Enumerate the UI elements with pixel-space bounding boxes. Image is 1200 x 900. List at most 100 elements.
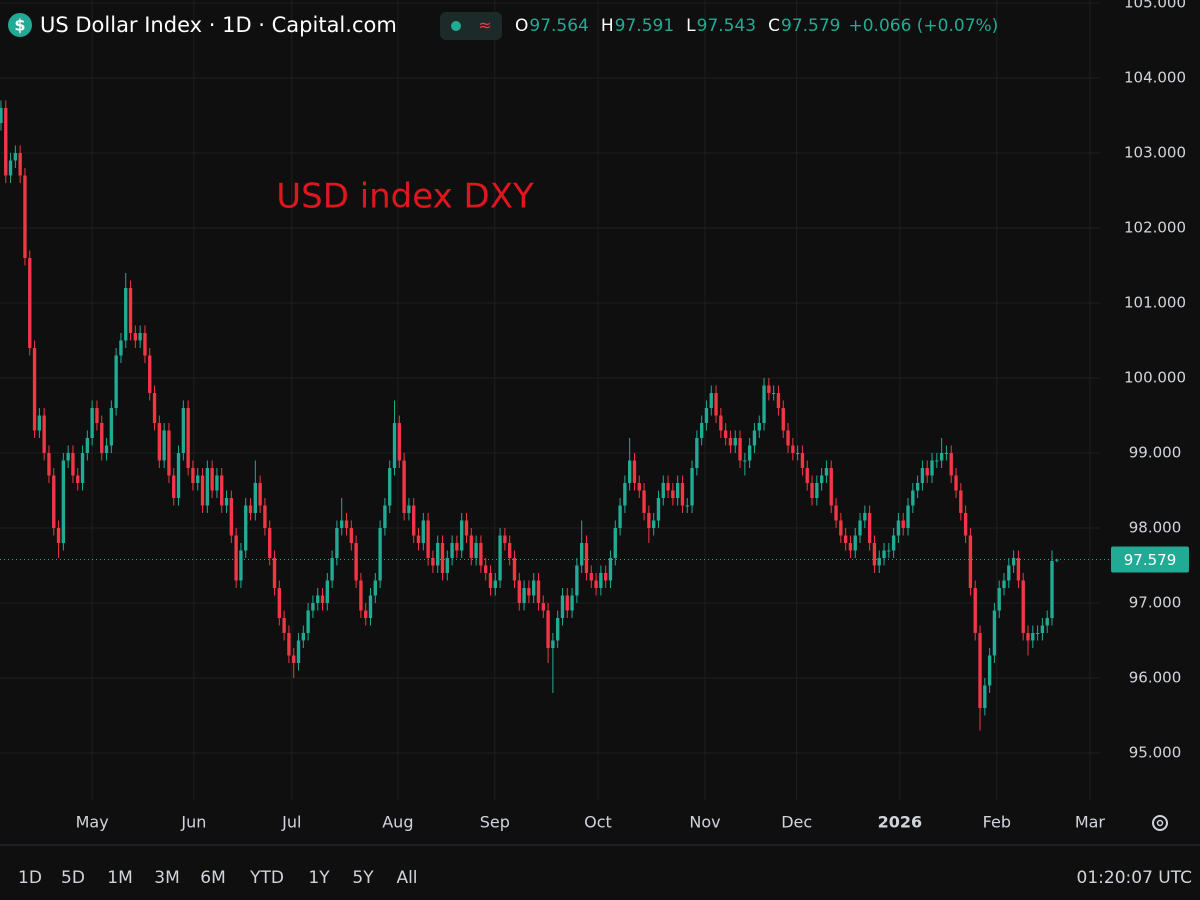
last-price-badge [1111, 546, 1189, 573]
candle-body [239, 550, 243, 581]
candle-body [52, 475, 56, 528]
candle-body [330, 557, 334, 581]
candle-body [839, 520, 843, 536]
candle-body [584, 542, 589, 573]
candle-body [4, 107, 8, 176]
candle-body [37, 415, 42, 431]
candle-body [469, 535, 473, 558]
range-button[interactable]: 1Y [308, 868, 330, 888]
candle-body [1035, 632, 1040, 634]
y-tick-label: 99.000 [1129, 443, 1182, 461]
candle-body [100, 422, 104, 453]
candle-body [128, 287, 133, 333]
x-tick-label: Dec [781, 813, 812, 832]
candle-body [196, 475, 200, 483]
candle-body [114, 355, 118, 408]
candle-body [440, 542, 445, 573]
gear-center [1156, 819, 1164, 827]
candle-body [181, 407, 186, 453]
candle-body [397, 422, 401, 461]
candle-body [858, 520, 862, 536]
candle-body [325, 580, 329, 603]
candle-body [704, 407, 709, 423]
candle-body [258, 482, 262, 506]
candle-body [887, 550, 891, 552]
candle-body [896, 520, 901, 536]
candle-body [66, 452, 70, 461]
candle-body [599, 572, 603, 588]
ohlc-letter: C [768, 16, 780, 36]
candle-body [613, 527, 617, 558]
candle-body [272, 557, 277, 588]
candle-body [157, 422, 162, 461]
candle-body [210, 467, 214, 491]
candle-body [666, 482, 670, 491]
candle-body [335, 527, 339, 558]
candle-body [800, 452, 805, 468]
range-button[interactable]: 1M [107, 868, 132, 888]
x-tick-label: Sep [480, 813, 510, 832]
settings-button[interactable] [1152, 815, 1168, 831]
candle-body [560, 595, 565, 618]
candle-body [637, 482, 641, 491]
candle-body [791, 445, 795, 453]
candle-body [872, 542, 877, 566]
candle-body [186, 407, 190, 468]
symbol-title: US Dollar Index · 1D · Capital.com [40, 13, 397, 37]
candle-body [843, 535, 848, 543]
candle-body [71, 452, 75, 476]
range-button[interactable]: 5D [61, 868, 85, 888]
candle-body [575, 565, 579, 596]
candle-body [282, 617, 286, 633]
candle-body [90, 407, 94, 438]
candle-body [378, 527, 382, 581]
status-badge[interactable] [440, 12, 502, 40]
ohlc-letter: O [515, 16, 528, 36]
candle-body [1021, 580, 1025, 633]
candle-body [877, 557, 881, 566]
candle-body [224, 497, 229, 506]
candle-body [771, 392, 776, 394]
candle-body [109, 407, 114, 446]
candle-body [987, 655, 992, 686]
candle-body [618, 505, 622, 528]
range-button[interactable]: 6M [200, 868, 225, 888]
candle-body [939, 452, 944, 461]
candle-body [292, 655, 296, 663]
candle-body [565, 595, 569, 611]
x-tick-label: Nov [689, 813, 720, 832]
candle-body [925, 467, 929, 476]
range-button[interactable]: All [396, 868, 417, 888]
candle-body [968, 535, 973, 588]
y-tick-label: 105.000 [1124, 0, 1186, 11]
delayed-icon: ≈ [478, 16, 491, 35]
y-tick-label: 98.000 [1129, 518, 1182, 536]
candle-body [167, 430, 171, 476]
candle-body [690, 467, 694, 506]
candle-body [143, 332, 147, 356]
range-button[interactable]: 3M [154, 868, 179, 888]
candle-body [589, 572, 593, 581]
range-button[interactable]: YTD [249, 868, 284, 888]
candle-body [891, 535, 896, 551]
candle-body [983, 685, 987, 708]
candle-body [344, 520, 349, 528]
y-tick-label: 100.000 [1124, 368, 1186, 386]
range-button[interactable]: 5Y [352, 868, 374, 888]
candle-body [301, 632, 305, 641]
candle-body [992, 610, 997, 656]
candle-body [8, 160, 13, 176]
candle-body [594, 580, 598, 588]
candle-body [959, 490, 963, 513]
range-button[interactable]: 1D [18, 868, 42, 888]
candle-body [915, 482, 920, 491]
candle-body [503, 535, 507, 543]
candle-body [1031, 632, 1035, 641]
candle-body [354, 542, 358, 581]
candle-body [253, 482, 258, 513]
candle-body [1045, 617, 1049, 626]
candle-body [517, 580, 521, 603]
y-tick-label: 97.000 [1129, 593, 1182, 611]
candle-body [579, 542, 584, 566]
